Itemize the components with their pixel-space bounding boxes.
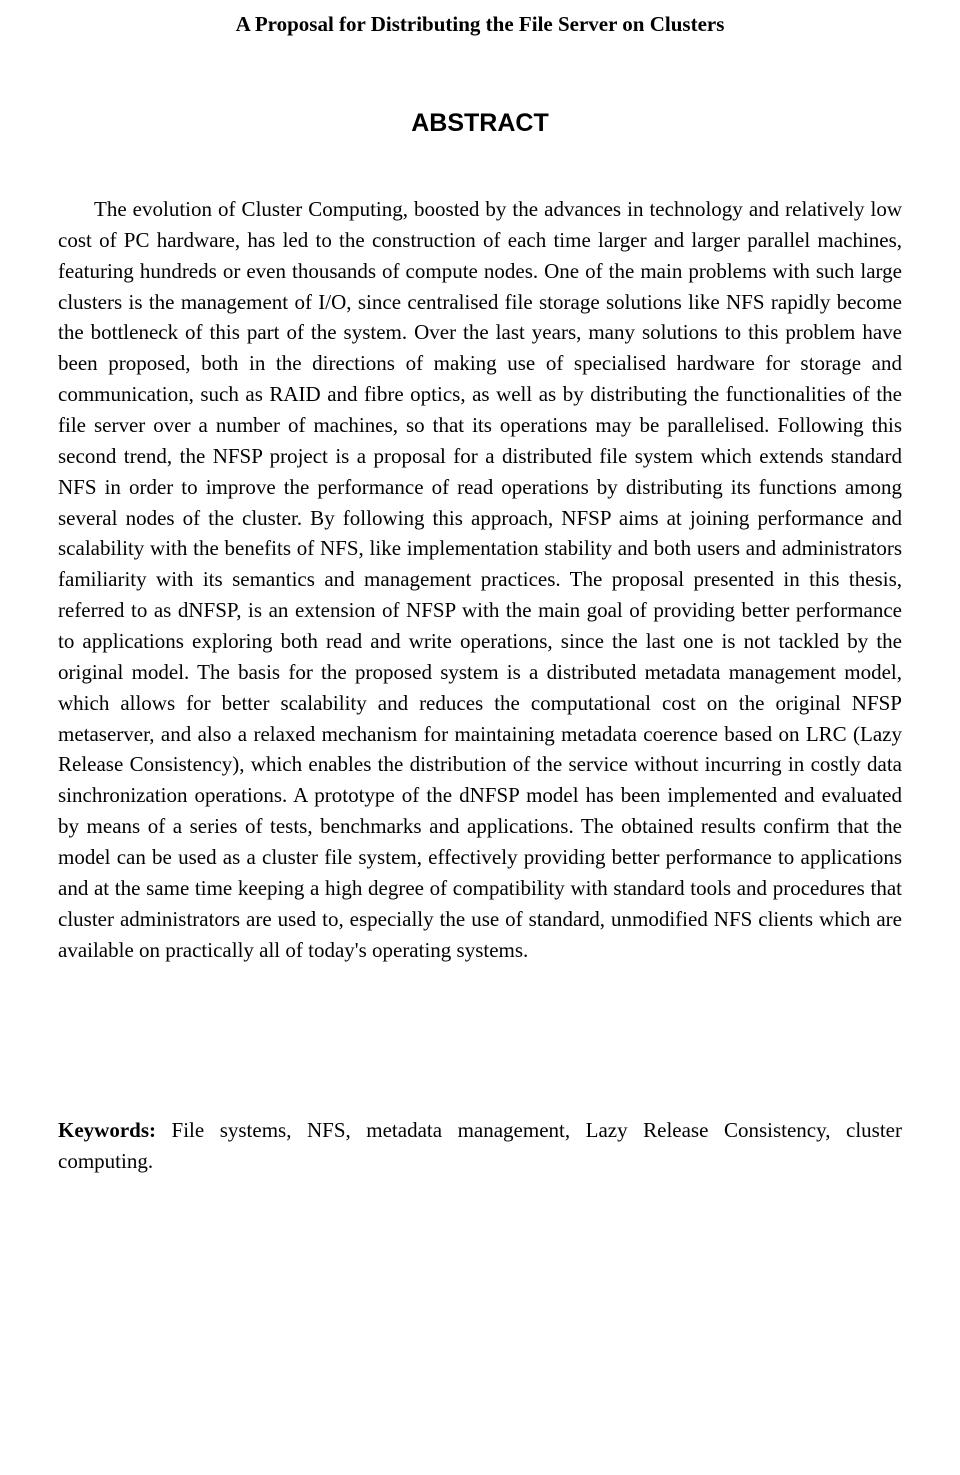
keywords-label: Keywords: xyxy=(58,1118,156,1142)
abstract-body: The evolution of Cluster Computing, boos… xyxy=(58,194,902,965)
keywords-text: File systems, NFS, metadata management, … xyxy=(58,1118,902,1173)
paper-title: A Proposal for Distributing the File Ser… xyxy=(58,12,902,37)
keywords-section: Keywords: File systems, NFS, metadata ma… xyxy=(58,1115,902,1177)
abstract-heading: ABSTRACT xyxy=(58,109,902,138)
